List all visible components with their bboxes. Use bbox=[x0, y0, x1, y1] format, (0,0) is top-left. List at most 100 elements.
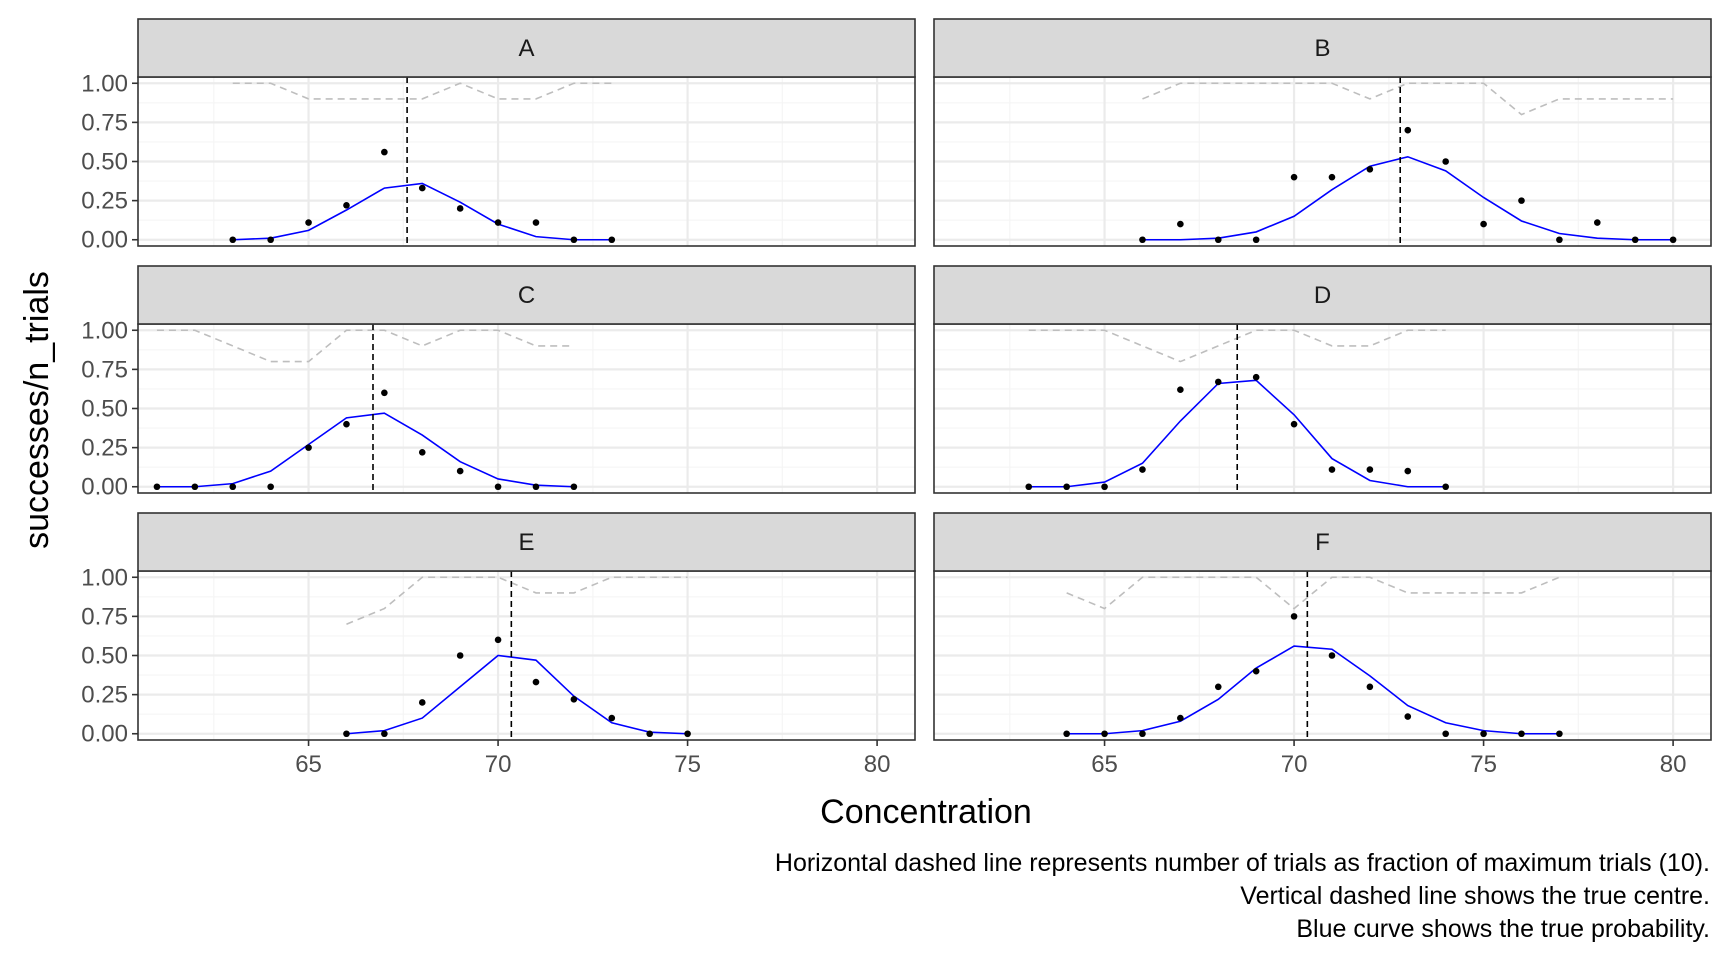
data-point bbox=[381, 730, 388, 738]
y-tick-label: 0.00 bbox=[81, 474, 128, 501]
trials-fraction-line bbox=[156, 329, 574, 363]
strip-background bbox=[137, 265, 916, 325]
data-point bbox=[1442, 158, 1449, 165]
data-point bbox=[1139, 236, 1146, 244]
data-point bbox=[532, 483, 540, 491]
data-point bbox=[343, 420, 350, 428]
strip-background bbox=[933, 18, 1712, 78]
strip-background bbox=[933, 265, 1712, 325]
data-point bbox=[1366, 683, 1374, 691]
data-point bbox=[1404, 126, 1412, 134]
panel-a: A 0.00 0.25 0.50 0.75 1.00 bbox=[81, 18, 916, 254]
data-point bbox=[191, 483, 199, 491]
data-point bbox=[570, 236, 578, 244]
data-point bbox=[1556, 236, 1563, 244]
data-point bbox=[1669, 236, 1677, 244]
data-point bbox=[494, 219, 502, 226]
data-point bbox=[267, 483, 274, 491]
y-tick-label: 0.00 bbox=[81, 227, 128, 254]
data-point bbox=[1518, 730, 1525, 738]
panels-layer: A 0.00 0.25 0.50 0.75 1.00 B C 0.00 0.25 0.50 0.75 1… bbox=[81, 18, 1712, 778]
data-point bbox=[1556, 730, 1563, 738]
data-point bbox=[1177, 220, 1184, 228]
data-point bbox=[1177, 714, 1184, 722]
x-tick-label: 70 bbox=[485, 751, 512, 778]
data-point bbox=[1442, 730, 1449, 738]
panel-c: C 0.00 0.25 0.50 0.75 1.00 bbox=[81, 265, 916, 501]
x-tick-label: 75 bbox=[674, 751, 701, 778]
data-point bbox=[494, 636, 502, 644]
x-tick-label: 75 bbox=[1470, 751, 1497, 778]
y-tick-label: 0.75 bbox=[81, 356, 128, 383]
data-point bbox=[1214, 683, 1222, 691]
y-axis-title: successes/n_trials bbox=[18, 271, 56, 549]
true-probability-line bbox=[346, 654, 688, 735]
data-point bbox=[1328, 173, 1336, 181]
data-point bbox=[1404, 467, 1412, 475]
data-point bbox=[1366, 466, 1374, 473]
y-tick-label: 0.25 bbox=[81, 188, 128, 215]
x-axis-title: Concentration bbox=[820, 793, 1032, 831]
data-point bbox=[229, 236, 237, 244]
data-point bbox=[1631, 236, 1639, 244]
true-probability-line bbox=[1142, 155, 1674, 241]
y-tick-label: 0.50 bbox=[81, 149, 128, 176]
strip-label: C bbox=[518, 282, 535, 309]
x-tick-label: 70 bbox=[1281, 751, 1308, 778]
caption-line-2: Vertical dashed line shows the true cent… bbox=[1240, 882, 1710, 910]
data-point bbox=[267, 236, 274, 244]
caption: Horizontal dashed line represents number… bbox=[775, 849, 1710, 943]
data-point bbox=[684, 730, 691, 738]
y-tick-label: 0.50 bbox=[81, 643, 128, 670]
data-point bbox=[570, 483, 578, 491]
data-point bbox=[1214, 236, 1222, 244]
data-point bbox=[381, 148, 388, 156]
y-tick-label: 1.00 bbox=[81, 317, 128, 344]
data-point bbox=[1290, 173, 1298, 181]
data-point bbox=[343, 730, 350, 738]
data-point bbox=[1063, 730, 1070, 738]
true-probability-line bbox=[1028, 379, 1446, 488]
data-point bbox=[1252, 373, 1260, 381]
trials-fraction-line bbox=[232, 82, 612, 100]
x-tick-label: 80 bbox=[1660, 751, 1687, 778]
data-point bbox=[1139, 466, 1146, 473]
data-point bbox=[570, 696, 578, 703]
true-probability-line bbox=[1066, 645, 1560, 735]
data-point bbox=[494, 483, 502, 491]
data-point bbox=[1290, 420, 1298, 428]
data-point bbox=[343, 202, 350, 209]
strip-label: F bbox=[1315, 529, 1330, 556]
true-probability-line bbox=[156, 412, 574, 488]
data-point bbox=[532, 219, 540, 226]
data-point bbox=[1593, 219, 1601, 226]
data-point bbox=[1328, 466, 1336, 473]
strip-background bbox=[137, 512, 916, 572]
data-point bbox=[418, 184, 426, 192]
data-point bbox=[1101, 483, 1108, 491]
caption-line-1: Horizontal dashed line represents number… bbox=[775, 849, 1710, 877]
data-point bbox=[305, 219, 312, 226]
y-tick-label: 0.00 bbox=[81, 721, 128, 748]
y-tick-label: 0.75 bbox=[81, 109, 128, 136]
caption-line-3: Blue curve shows the true probability. bbox=[1296, 915, 1710, 943]
data-point bbox=[608, 714, 616, 722]
x-tick-label: 80 bbox=[864, 751, 891, 778]
strip-label: A bbox=[518, 35, 534, 62]
data-point bbox=[1328, 652, 1336, 659]
data-point bbox=[532, 678, 540, 686]
y-tick-label: 0.25 bbox=[81, 682, 128, 709]
panel-e: E 0.00 0.25 0.50 0.75 1.00 65 70 75 80 bbox=[81, 512, 916, 778]
data-point bbox=[1252, 236, 1260, 244]
data-point bbox=[1025, 483, 1033, 491]
strip-background bbox=[933, 512, 1712, 572]
data-point bbox=[1063, 483, 1070, 491]
y-tick-label: 0.75 bbox=[81, 603, 128, 630]
strip-label: D bbox=[1314, 282, 1331, 309]
data-point bbox=[1518, 197, 1525, 204]
data-point bbox=[1252, 667, 1260, 675]
trials-fraction-line bbox=[346, 576, 688, 625]
data-point bbox=[456, 467, 464, 475]
data-point bbox=[1480, 730, 1487, 738]
